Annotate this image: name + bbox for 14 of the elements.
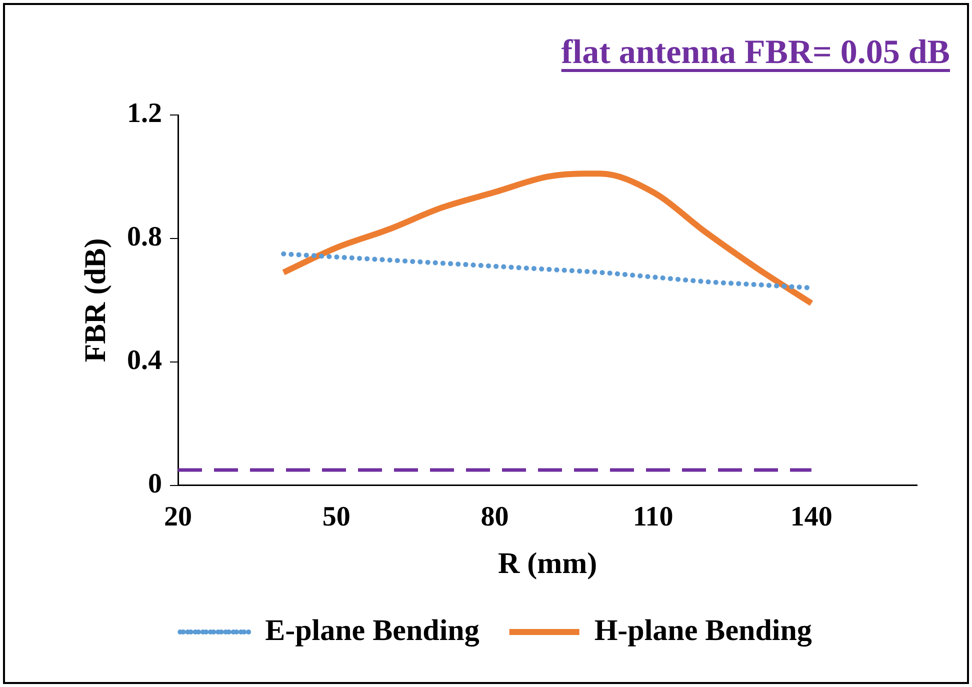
x-tick-label: 80	[480, 501, 509, 532]
x-axis-title: R (mm)	[498, 546, 598, 580]
y-tick-label: 0.8	[127, 222, 162, 253]
chart-title: flat antenna FBR= 0.05 dB	[561, 34, 950, 71]
x-tick-label: 20	[164, 501, 192, 532]
y-axis-title: FBR (dB)	[78, 238, 112, 362]
x-tick-label: 50	[322, 501, 350, 532]
x-tick-label: 110	[632, 501, 674, 532]
legend-label: H-plane Bending	[594, 614, 812, 647]
x-tick-label: 140	[790, 501, 832, 532]
y-tick-label: 1.2	[127, 98, 162, 130]
y-tick-label: 0.4	[127, 345, 162, 376]
y-tick-label: 0	[148, 468, 162, 500]
legend-label: E-plane Bending	[265, 614, 480, 647]
